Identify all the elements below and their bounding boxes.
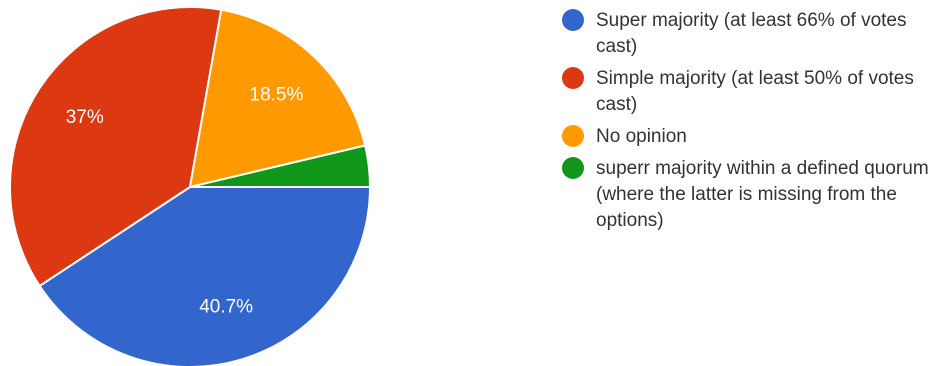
slice-quorum-super-majority[interactable] — [189, 144, 372, 188]
slice-label-no-opinion: 18.5% — [250, 84, 304, 105]
legend-swatch-green-icon — [562, 157, 584, 179]
slice-simple-majority[interactable] — [9, 6, 223, 288]
legend-item-quorum-super-majority[interactable]: superr majority within a defined quorum … — [562, 156, 940, 234]
legend-swatch-orange-icon — [562, 125, 584, 147]
legend-item-simple-majority[interactable]: Simple majority (at least 50% of votes c… — [562, 66, 940, 118]
slice-label-simple-majority: 37% — [66, 107, 104, 128]
legend-label: No opinion — [596, 126, 687, 147]
legend: Super majority (at least 66% of votes ca… — [562, 8, 940, 240]
legend-swatch-blue-icon — [562, 9, 584, 31]
legend-label: Simple majority (at least 50% of votes c… — [596, 68, 914, 115]
slice-no-opinion[interactable] — [188, 8, 367, 189]
legend-item-super-majority[interactable]: Super majority (at least 66% of votes ca… — [562, 8, 940, 60]
slice-label-super-majority: 40.7% — [199, 297, 253, 318]
legend-item-no-opinion[interactable]: No opinion — [562, 124, 940, 150]
legend-swatch-red-icon — [562, 67, 584, 89]
legend-label: Super majority (at least 66% of votes ca… — [596, 10, 907, 57]
legend-label: superr majority within a defined quorum … — [596, 158, 929, 231]
